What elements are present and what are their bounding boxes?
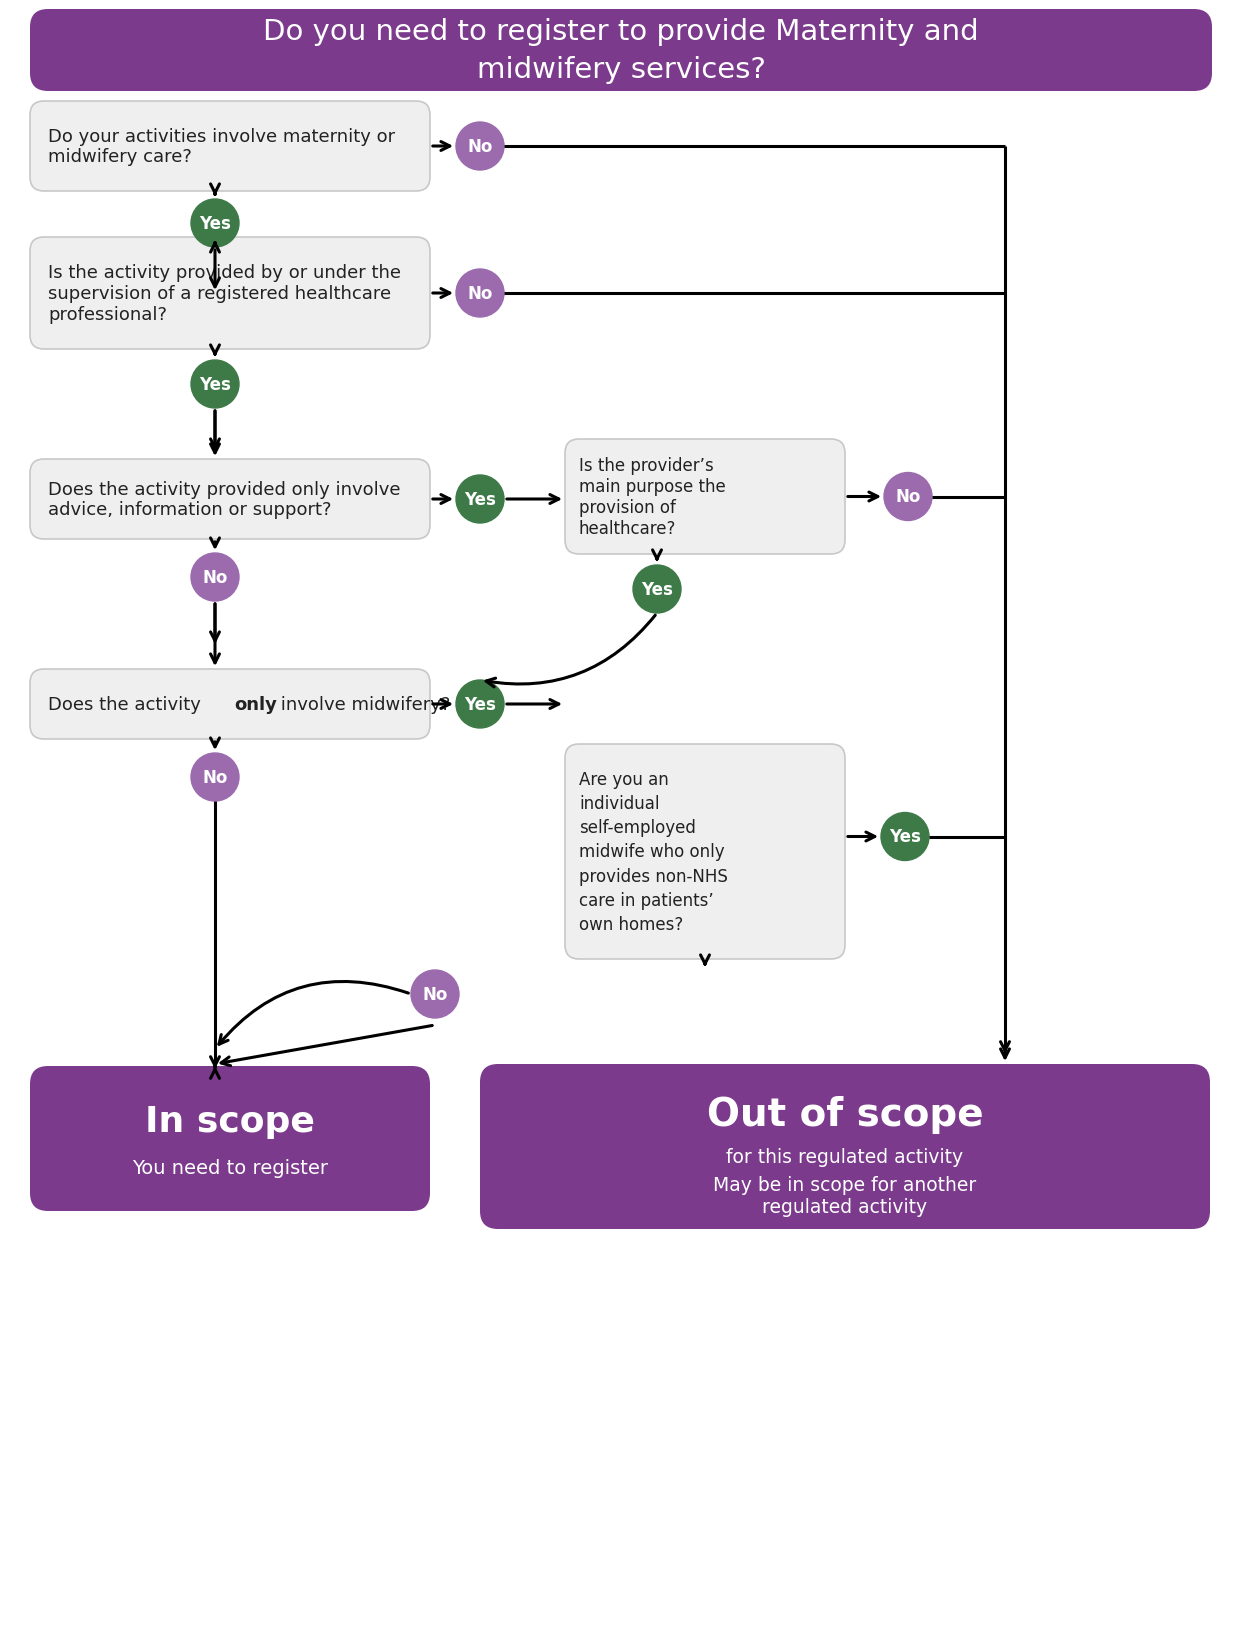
Text: Yes: Yes xyxy=(889,828,921,846)
Circle shape xyxy=(456,270,503,318)
Text: for this regulated activity: for this regulated activity xyxy=(727,1147,963,1167)
Text: You need to register: You need to register xyxy=(131,1159,329,1177)
FancyBboxPatch shape xyxy=(565,439,844,554)
Circle shape xyxy=(632,565,681,613)
Circle shape xyxy=(191,554,239,602)
FancyBboxPatch shape xyxy=(30,10,1211,92)
Circle shape xyxy=(191,361,239,408)
Circle shape xyxy=(456,680,503,729)
FancyBboxPatch shape xyxy=(565,744,844,959)
Text: involve midwifery?: involve midwifery? xyxy=(275,695,450,713)
Circle shape xyxy=(884,474,932,521)
Text: In scope: In scope xyxy=(145,1105,315,1139)
Text: only: only xyxy=(234,695,277,713)
FancyBboxPatch shape xyxy=(30,238,430,349)
Text: Out of scope: Out of scope xyxy=(707,1095,983,1133)
Text: Yes: Yes xyxy=(464,490,496,508)
Text: Yes: Yes xyxy=(200,215,231,233)
Text: Does the activity provided only involve
advice, information or support?: Does the activity provided only involve … xyxy=(48,480,401,520)
FancyBboxPatch shape xyxy=(30,102,430,192)
Text: No: No xyxy=(202,569,228,587)
Text: Does the activity: Does the activity xyxy=(48,695,207,713)
Circle shape xyxy=(410,970,459,1018)
Text: Is the activity provided by or under the
supervision of a registered healthcare
: Is the activity provided by or under the… xyxy=(48,264,401,323)
Circle shape xyxy=(456,123,503,170)
Circle shape xyxy=(191,754,239,801)
Circle shape xyxy=(456,475,503,524)
FancyBboxPatch shape xyxy=(30,1067,430,1211)
Text: No: No xyxy=(467,285,492,303)
Text: No: No xyxy=(423,985,448,1003)
Text: Do your activities involve maternity or
midwifery care?: Do your activities involve maternity or … xyxy=(48,128,396,166)
Text: No: No xyxy=(202,769,228,787)
Text: Yes: Yes xyxy=(464,695,496,713)
FancyBboxPatch shape xyxy=(480,1064,1210,1229)
Circle shape xyxy=(880,813,929,860)
Text: Do you need to register to provide Maternity and
midwifery services?: Do you need to register to provide Mater… xyxy=(263,18,978,85)
Text: Yes: Yes xyxy=(641,580,673,598)
Text: May be in scope for another
regulated activity: May be in scope for another regulated ac… xyxy=(713,1175,977,1216)
Text: No: No xyxy=(467,138,492,156)
Text: No: No xyxy=(895,488,920,506)
Text: Are you an
individual
self-employed
midwife who only
provides non-NHS
care in pa: Are you an individual self-employed midw… xyxy=(579,770,728,934)
FancyBboxPatch shape xyxy=(30,459,430,539)
Text: Is the provider’s
main purpose the
provision of
healthcare?: Is the provider’s main purpose the provi… xyxy=(579,457,725,538)
FancyBboxPatch shape xyxy=(30,670,430,739)
Circle shape xyxy=(191,200,239,247)
Text: Yes: Yes xyxy=(200,375,231,393)
